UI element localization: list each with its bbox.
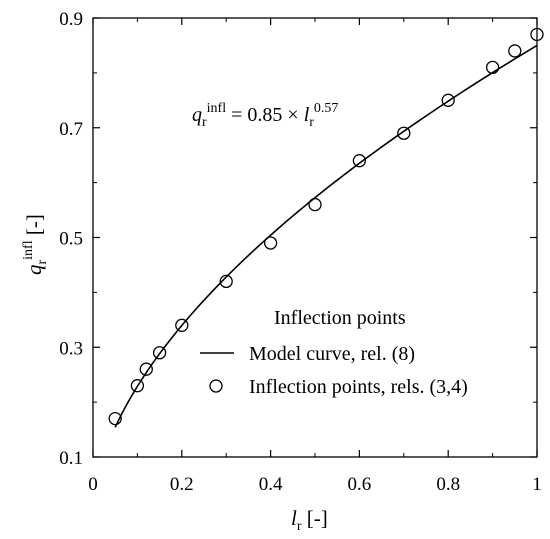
y-tick-label-0_5: 0.5	[59, 229, 83, 250]
ticks-layer: 0 0.2 0.4 0.6 0.8 1 0.1 0.3 0.5 0.7 0.9	[59, 9, 542, 495]
legend-marker-swatch	[209, 379, 223, 393]
inflection-point-7	[308, 197, 322, 212]
inflection-point-10	[441, 93, 455, 107]
x-axis-label: lr [-]	[291, 506, 328, 534]
inflection-point-12	[508, 44, 522, 58]
inflection-point-3	[152, 346, 167, 360]
y-tick-label-0_9: 0.9	[59, 9, 83, 30]
y-axis-label: qrinfl [-]	[21, 214, 50, 275]
x-tick-label-0_8: 0.8	[436, 474, 460, 495]
legend: Inflection points Model curve, rel. (8) …	[200, 307, 468, 398]
x-tick-label-0_4: 0.4	[259, 474, 283, 495]
inflection-point-1	[130, 379, 145, 393]
legend-line-label: Model curve, rel. (8)	[249, 343, 415, 365]
inflection-point-5	[219, 274, 233, 289]
x-tick-label-0: 0	[88, 474, 98, 495]
x-tick-label-1: 1	[532, 474, 542, 495]
legend-title: Inflection points	[274, 307, 406, 329]
x-tick-label-0_2: 0.2	[170, 474, 194, 495]
y-tick-label-0_1: 0.1	[59, 448, 83, 469]
y-tick-label-0_3: 0.3	[59, 338, 83, 359]
points-layer	[108, 27, 544, 426]
inflection-point-9	[397, 126, 411, 140]
y-tick-label-0_7: 0.7	[59, 119, 83, 140]
inflection-point-13	[530, 27, 544, 42]
x-tick-label-0_6: 0.6	[348, 474, 372, 495]
inflection-point-6	[263, 236, 278, 250]
inflection-point-0	[108, 411, 122, 426]
legend-marker-label: Inflection points, rels. (3,4)	[249, 376, 468, 398]
inflection-point-8	[352, 154, 367, 168]
inflection-point-2	[139, 362, 153, 376]
inflection-point-11	[485, 60, 500, 75]
equation-annotation: qrinfl = 0.85 × lr0.57	[192, 101, 338, 130]
inflection-point-4	[175, 318, 189, 332]
